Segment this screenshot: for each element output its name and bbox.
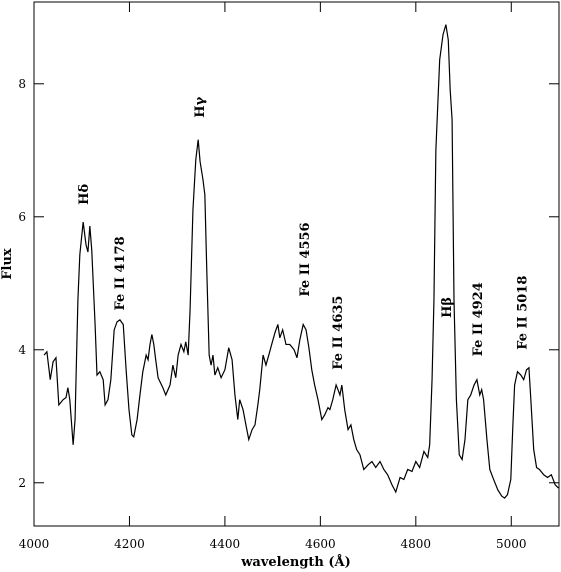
x-axis-label: wavelength (Å)	[240, 554, 351, 570]
y-tick-label: 8	[18, 77, 26, 91]
y-tick-label: 6	[18, 210, 26, 224]
annotation: Fe II 4178	[113, 236, 128, 310]
x-tick-label: 4800	[401, 537, 432, 551]
x-tick-label: 5000	[496, 537, 527, 551]
y-tick-label: 4	[18, 343, 26, 357]
annotation: Fe II 4556	[298, 222, 313, 296]
x-tick-label: 4400	[210, 537, 241, 551]
annotation: Hγ	[193, 96, 208, 117]
annotation: Hβ	[440, 297, 455, 318]
x-tick-label: 4600	[305, 537, 336, 551]
y-tick-label: 2	[18, 476, 26, 490]
annotation: Fe II 4635	[331, 296, 346, 370]
annotation: Fe II 5018	[516, 276, 531, 350]
x-tick-label: 4000	[19, 537, 50, 551]
spectrum-line	[43, 24, 559, 499]
annotation: Fe II 4924	[471, 282, 486, 356]
plot-frame	[33, 1, 560, 527]
x-tick-label: 4200	[114, 537, 145, 551]
annotation: Hδ	[77, 184, 92, 205]
y-axis-label: Flux	[0, 248, 15, 280]
